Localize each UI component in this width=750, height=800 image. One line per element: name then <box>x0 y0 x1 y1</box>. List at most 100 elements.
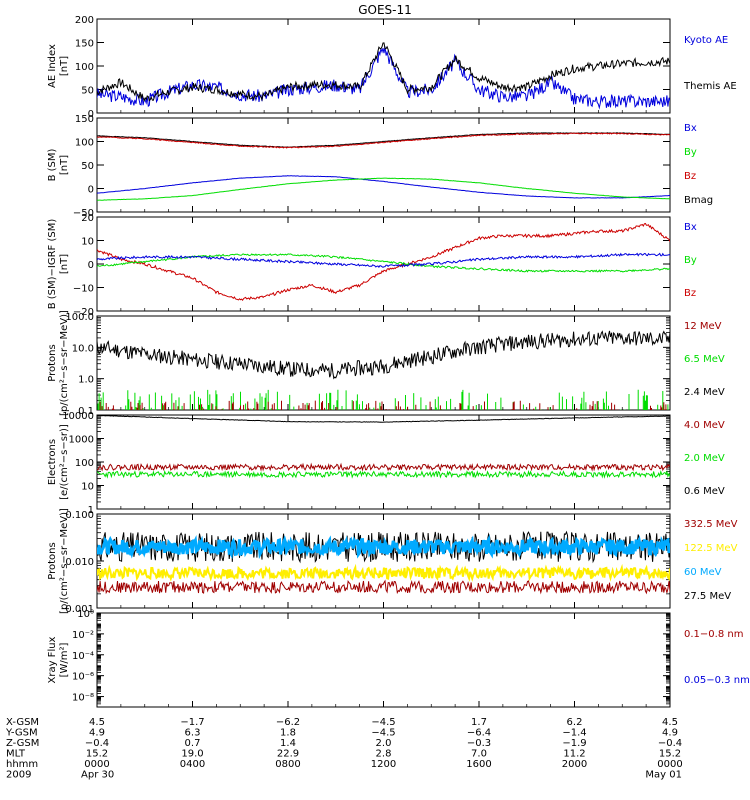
ephemeris-value: 0800 <box>275 759 300 770</box>
ephemeris-value: 0400 <box>180 759 205 770</box>
ephemeris-value: 2.0 <box>376 738 392 749</box>
ephemeris-value: 1.8 <box>280 728 296 739</box>
ephemeris-value: −0.3 <box>467 738 491 749</box>
ephemeris-value: 0000 <box>84 759 109 770</box>
ephemeris-value: 2000 <box>562 759 587 770</box>
series-line <box>97 330 670 380</box>
ephemeris-value: 0.7 <box>185 738 201 749</box>
ephemeris-value: 1.4 <box>280 738 296 749</box>
ephemeris-value: 0000 <box>657 759 682 770</box>
ephemeris-row-label: hhmm <box>6 759 38 770</box>
ephemeris-value: −6.2 <box>276 717 300 728</box>
y-axis-label: Protons <box>47 542 58 579</box>
y-axis-label: [nT] <box>59 56 70 76</box>
y-axis-label: [nT] <box>59 254 70 274</box>
ephemeris-value: 1.7 <box>471 717 487 728</box>
ephemeris-value: 4.9 <box>89 728 105 739</box>
legend-entry: By <box>684 255 697 266</box>
y-tick-label: 50 <box>81 86 94 97</box>
series-line <box>97 415 670 423</box>
legend-entry: 2.0 MeV <box>684 453 725 464</box>
y-tick-label: 10000 <box>62 411 94 422</box>
ephemeris-value: 6.2 <box>567 717 583 728</box>
ephemeris-value: 11.2 <box>563 749 585 760</box>
y-tick-label: 10.0 <box>72 343 94 354</box>
y-axis-label: [W/m²] <box>59 642 70 677</box>
series-line <box>97 177 670 201</box>
ephemeris-value: 4.5 <box>662 717 678 728</box>
legend-entry: 2.4 MeV <box>684 387 725 398</box>
ephemeris-row-label: MLT <box>6 749 26 760</box>
series-line <box>97 132 670 149</box>
y-tick-label: 10⁻⁸ <box>72 693 94 704</box>
ephemeris-value: −4.5 <box>371 728 395 739</box>
legend-entry: 60 MeV <box>684 567 722 578</box>
panel-frame <box>96 513 671 609</box>
series-line <box>97 579 670 595</box>
legend-entry: 27.5 MeV <box>684 591 731 602</box>
legend-entry: 0.1−0.8 nm <box>684 629 743 640</box>
y-tick-label: 0.100 <box>65 510 94 521</box>
legend-entry: 6.5 MeV <box>684 354 725 365</box>
y-tick-label: 50 <box>81 161 94 172</box>
y-tick-label: 0 <box>88 185 94 196</box>
series-line <box>97 222 670 301</box>
y-tick-label: 200 <box>75 15 94 26</box>
legend-entry: Bz <box>684 288 696 299</box>
y-tick-label: −20 <box>73 307 94 318</box>
legend-entry: Kyoto AE <box>684 35 728 46</box>
y-tick-label: 0 <box>88 260 94 271</box>
series-line <box>97 563 670 582</box>
y-tick-label: 0.010 <box>65 557 94 568</box>
ephemeris-row-label: Z-GSM <box>6 738 39 749</box>
y-tick-label: 100 <box>75 138 94 149</box>
y-tick-label: 10⁰ <box>77 609 94 620</box>
ephemeris-row-label: X-GSM <box>6 717 39 728</box>
y-tick-label: −50 <box>73 208 94 219</box>
ephemeris-value: −0.4 <box>658 738 682 749</box>
legend-entry: 4.0 MeV <box>684 420 725 431</box>
y-tick-label: 20 <box>81 213 94 224</box>
series-line <box>97 252 670 269</box>
y-axis-label: [p/(cm²−s−sr−MeV)] <box>59 310 70 416</box>
y-tick-label: −10 <box>73 284 94 295</box>
y-tick-label: 1.0 <box>78 375 94 386</box>
series-line <box>97 469 670 479</box>
ephemeris-value: −1.9 <box>562 738 586 749</box>
series-line <box>97 389 669 410</box>
ephemeris-value: 1600 <box>466 759 491 770</box>
ephemeris-value: 4.9 <box>662 728 678 739</box>
y-tick-label: 0.001 <box>65 604 94 615</box>
panel-protons_low: 0.1 1.0 10.0 100.0 Protons [p/(cm²−s−sr−MeV)]… <box>47 310 725 417</box>
legend-entry: 0.05−0.3 nm <box>684 675 750 686</box>
series-line <box>99 400 667 410</box>
y-axis-label: AE Index <box>47 44 58 88</box>
panel-bdiff: −20 −10 0 10 20 B (SM)−IGRF (SM) [nT] Bx By Bz <box>47 213 697 318</box>
panel-bsm: −50 0 50 100 150 B (SM) [nT] Bx By Bz Bmag <box>47 114 713 219</box>
y-tick-label: 150 <box>75 39 94 50</box>
legend-entry: Themis AE <box>683 81 737 92</box>
legend-entry: 122.5 MeV <box>684 543 738 554</box>
panel-electrons: 1 10 100 1000 10000 Electrons [e/(cm²−s−sr)] 4.… <box>47 411 725 516</box>
y-axis-label: Electrons <box>47 439 58 485</box>
series-line <box>97 534 670 560</box>
y-tick-label: 10⁻⁴ <box>72 651 94 662</box>
y-tick-label: 1 <box>88 505 94 516</box>
y-tick-label: 10⁻² <box>72 630 94 641</box>
y-tick-label: 100 <box>75 458 94 469</box>
ephemeris-value: 6.3 <box>185 728 201 739</box>
ephemeris-value: 15.2 <box>86 749 108 760</box>
y-tick-label: 1000 <box>69 435 94 446</box>
ephemeris-value: 15.2 <box>659 749 681 760</box>
legend-entry: Bz <box>684 171 696 182</box>
panel-xray: 10⁻⁸ 10⁻⁶ 10⁻⁴ 10⁻² 10⁰ Xray Flux [W/m²] 0.1−0.… <box>47 609 750 708</box>
y-axis-label: [nT] <box>59 155 70 175</box>
y-axis-label: B (SM)−IGRF (SM) <box>47 219 58 310</box>
legend-entry: Bx <box>684 123 697 134</box>
ephemeris-value: Apr 30 <box>81 770 114 781</box>
panel-frame <box>96 414 671 510</box>
ephemeris-value: May 01 <box>645 770 682 781</box>
legend-entry: Bmag <box>684 195 713 206</box>
legend-entry: 12 MeV <box>684 321 722 332</box>
